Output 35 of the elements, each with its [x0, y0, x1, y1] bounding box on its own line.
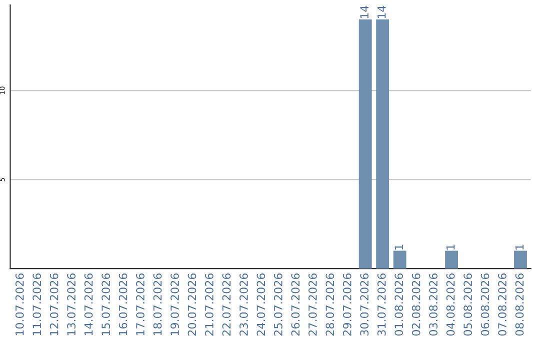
x-tick-label: 04.08.2026	[446, 273, 455, 336]
x-tick-label: 20.07.2026	[188, 273, 196, 336]
x-tick-label: 10.07.2026	[15, 273, 24, 336]
x-tick-label: 12.07.2026	[50, 273, 58, 336]
x-tick-label: 16.07.2026	[118, 273, 128, 336]
data-label: 1	[394, 244, 403, 250]
x-tick-label: 06.08.2026	[480, 273, 490, 336]
data-label: 14	[378, 6, 386, 18]
x-tick-label: 29.07.2026	[342, 273, 352, 336]
data-label: 14	[360, 6, 368, 18]
x-tick-label: 03.08.2026	[429, 273, 438, 336]
x-tick-label: 30.07.2026	[360, 273, 369, 336]
x-tick-label: 13.07.2026	[67, 273, 76, 336]
x-tick-label: 25.07.2026	[274, 273, 282, 336]
x-tick-label: 11.07.2026	[32, 273, 42, 336]
x-tick-label: 21.07.2026	[205, 273, 214, 336]
x-tick-label: 23.07.2026	[240, 273, 248, 336]
x-tick-label: 26.07.2026	[291, 273, 300, 336]
x-tick-label: 27.07.2026	[308, 273, 317, 336]
x-tick-label: 15.07.2026	[102, 273, 110, 336]
data-label: 1	[446, 244, 455, 250]
x-tick-label: 19.07.2026	[170, 273, 179, 336]
x-tick-label: 31.07.2026	[377, 273, 386, 336]
x-tick-label: 24.07.2026	[256, 273, 266, 336]
x-tick-label: 22.07.2026	[222, 273, 231, 336]
x-tick-label: 28.07.2026	[326, 273, 334, 336]
x-tick-label: 17.07.2026	[136, 273, 144, 336]
x-tick-label: 05.08.2026	[464, 273, 472, 336]
x-tick-label: 18.07.2026	[153, 273, 162, 336]
x-tick-label: 01.08.2026	[394, 273, 404, 336]
x-tick-label: 14.07.2026	[84, 273, 93, 336]
x-tick-label: 02.08.2026	[412, 273, 420, 336]
x-tick-label: 08.08.2026	[515, 273, 524, 336]
x-tick-label: 07.08.2026	[498, 273, 506, 336]
data-label: 1	[515, 244, 524, 250]
